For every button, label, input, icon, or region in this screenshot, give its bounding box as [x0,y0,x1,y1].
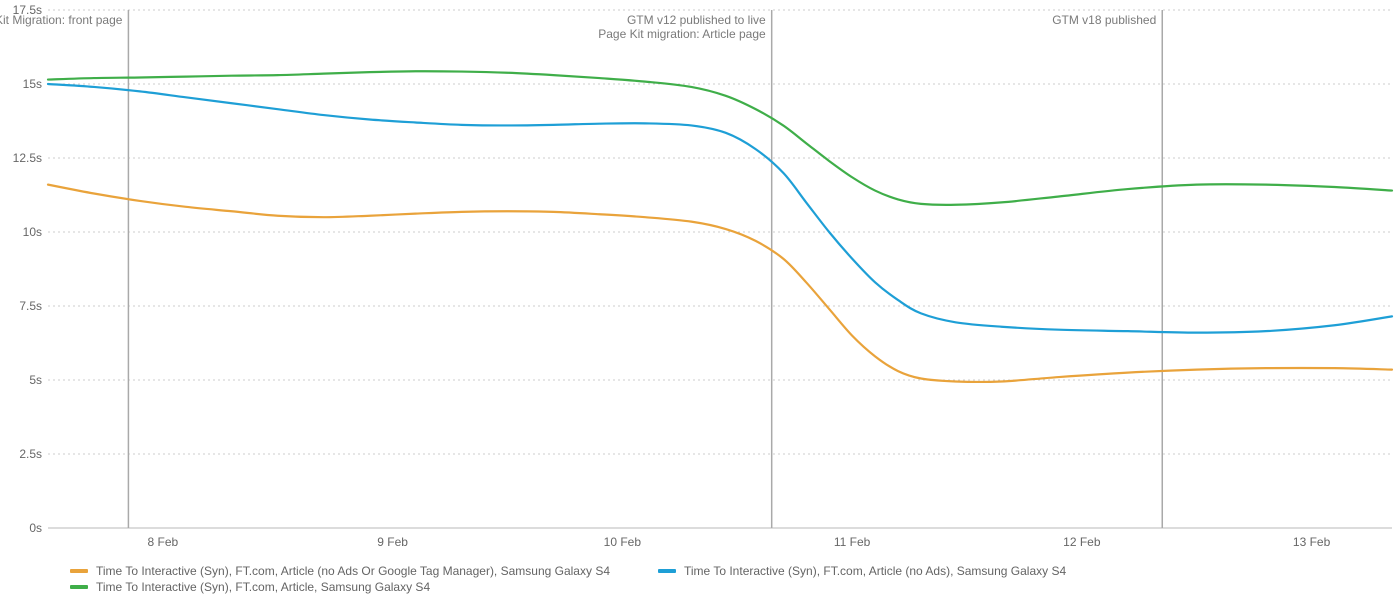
annotation-label: GTM v12 published to live [627,13,766,27]
chart-svg: 0s2.5s5s7.5s10s12.5s15s17.5s8 Feb9 Feb10… [0,0,1400,560]
y-tick-label: 7.5s [19,299,42,313]
legend-swatch [70,585,88,589]
x-tick-label: 8 Feb [148,535,179,549]
x-tick-label: 9 Feb [377,535,408,549]
series-no-ads-no-gtm [48,185,1392,382]
annotation-label: Kit Migration: front page [0,13,123,27]
y-tick-label: 0s [29,521,42,535]
y-tick-label: 10s [23,225,42,239]
annotation-label: Page Kit migration: Article page [598,27,766,41]
y-tick-label: 15s [23,77,42,91]
x-tick-label: 12 Feb [1063,535,1101,549]
tti-line-chart: 0s2.5s5s7.5s10s12.5s15s17.5s8 Feb9 Feb10… [0,0,1400,600]
x-tick-label: 11 Feb [834,535,871,549]
series-full [48,71,1392,205]
legend-label: Time To Interactive (Syn), FT.com, Artic… [96,564,610,578]
y-tick-label: 5s [29,373,42,387]
legend-swatch [70,569,88,573]
y-tick-label: 2.5s [19,447,42,461]
x-tick-label: 13 Feb [1293,535,1331,549]
legend-label: Time To Interactive (Syn), FT.com, Artic… [96,580,430,594]
legend-item-no-ads: Time To Interactive (Syn), FT.com, Artic… [658,564,1066,578]
annotation-label: GTM v18 published [1052,13,1156,27]
legend-item-full: Time To Interactive (Syn), FT.com, Artic… [70,580,430,594]
legend: Time To Interactive (Syn), FT.com, Artic… [0,560,1400,594]
y-tick-label: 12.5s [13,151,42,165]
legend-swatch [658,569,676,573]
legend-label: Time To Interactive (Syn), FT.com, Artic… [684,564,1066,578]
legend-item-no-ads-no-gtm: Time To Interactive (Syn), FT.com, Artic… [70,564,610,578]
x-tick-label: 10 Feb [604,535,642,549]
series-no-ads [48,84,1392,333]
